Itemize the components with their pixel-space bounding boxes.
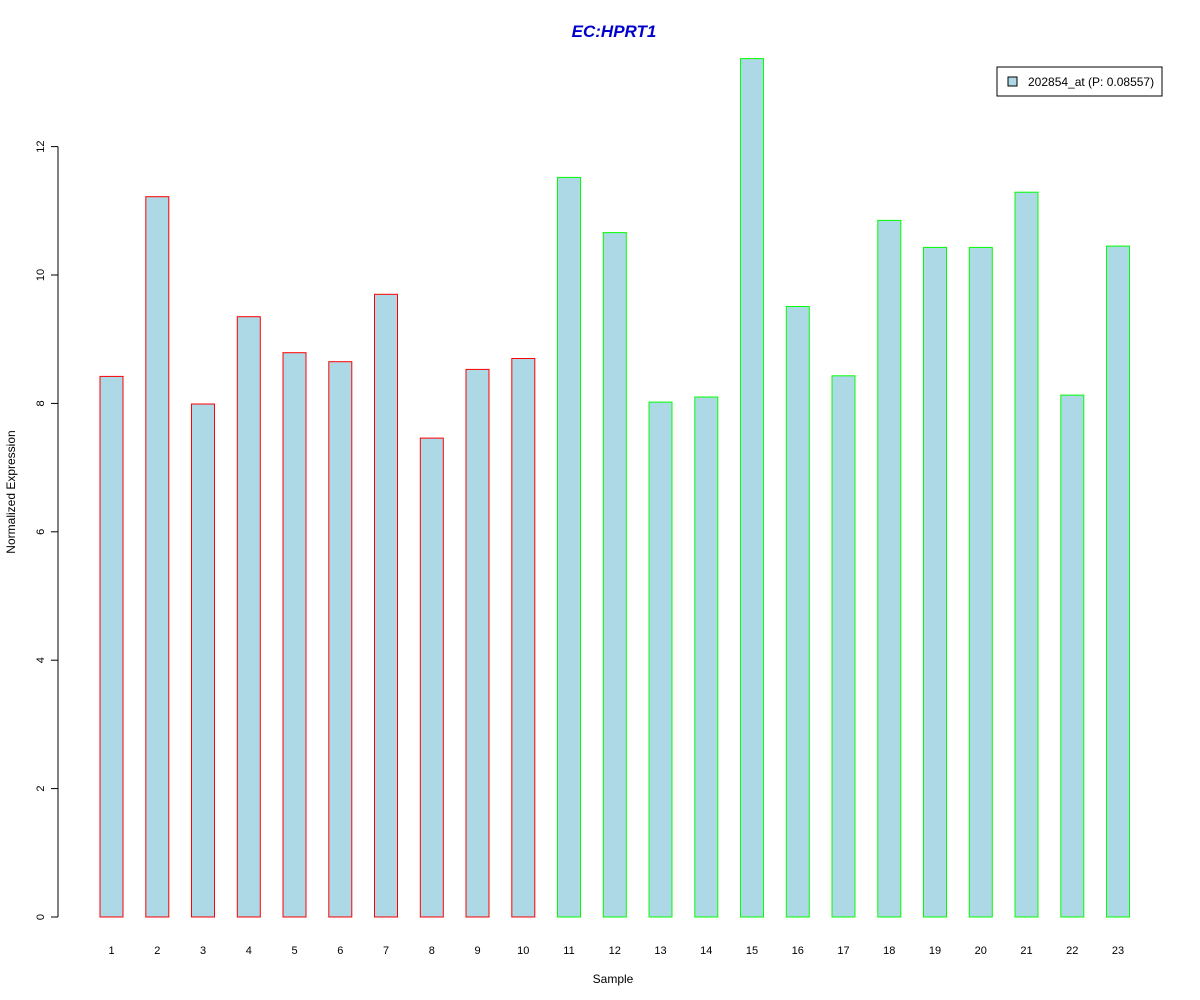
- bar-sample-16: [785, 306, 810, 918]
- legend: 202854_at (P: 0.08557): [996, 66, 1163, 97]
- bar-sample-21: [1014, 191, 1039, 918]
- bar-sample-3: [191, 403, 215, 918]
- bar-sample-7: [374, 293, 398, 918]
- x-tick-label: 9: [474, 945, 480, 957]
- bar-sample-20: [968, 246, 993, 918]
- x-tick-label: 1: [108, 945, 114, 957]
- x-tick-label: 5: [291, 945, 297, 957]
- y-tick-label: 10: [35, 269, 47, 281]
- y-tick-label: 12: [35, 140, 47, 152]
- bar-sample-10: [511, 358, 536, 918]
- x-tick-label: 3: [200, 945, 206, 957]
- x-tick-label: 17: [837, 945, 849, 957]
- bar-sample-4: [236, 316, 261, 918]
- x-tick-label: 6: [337, 945, 343, 957]
- bar-sample-14: [694, 396, 719, 918]
- legend-box: [996, 66, 1163, 97]
- x-tick-label: 16: [792, 945, 804, 957]
- x-tick-label: 8: [429, 945, 435, 957]
- bar-sample-1: [99, 375, 124, 918]
- x-tick-label: 14: [700, 945, 712, 957]
- x-tick-label: 15: [746, 945, 758, 957]
- legend-swatch: [1007, 76, 1018, 87]
- x-tick-label: 11: [563, 945, 574, 957]
- y-tick-label: 0: [35, 914, 47, 920]
- x-tick-label: 19: [929, 945, 941, 957]
- x-tick-label: 2: [154, 945, 160, 957]
- x-tick-label: 18: [883, 945, 895, 957]
- x-tick-label: 4: [246, 945, 252, 957]
- x-tick-label: 12: [609, 945, 621, 957]
- x-tick-label: 22: [1066, 945, 1078, 957]
- x-tick-label: 20: [975, 945, 987, 957]
- bar-sample-18: [877, 219, 902, 918]
- bar-sample-15: [740, 58, 764, 918]
- x-tick-labels: 1 2 3 4 5 6 7 8 9 10 11 12 13 14 15 16 17 18 19 20 21 22 23: [108, 945, 1124, 957]
- x-tick-label: 21: [1020, 945, 1032, 957]
- x-tick-label: 23: [1112, 945, 1124, 957]
- bar-sample-22: [1060, 394, 1085, 918]
- bar-sample-2: [145, 196, 170, 918]
- y-tick-label: 2: [35, 786, 47, 792]
- chart-title: EC:HPRT1: [572, 22, 657, 41]
- bars: [99, 58, 1130, 918]
- bar-sample-12: [602, 232, 627, 918]
- y-tick-label: 6: [35, 529, 47, 535]
- x-axis-label: Sample: [593, 972, 634, 986]
- y-tick-label: 4: [35, 657, 47, 663]
- bar-sample-5: [282, 352, 307, 918]
- bar-sample-19: [923, 246, 947, 918]
- y-axis-label: Normalized Expression: [4, 430, 18, 553]
- y-axis: 0 2 4 6 8 10 12: [35, 140, 59, 920]
- bar-sample-11: [557, 176, 581, 918]
- bar-sample-17: [831, 375, 856, 918]
- bar-sample-23: [1106, 245, 1130, 918]
- bar-sample-9: [465, 368, 490, 918]
- bar-sample-13: [648, 401, 673, 918]
- x-tick-label: 13: [654, 945, 666, 957]
- bar-sample-6: [328, 361, 353, 918]
- bar-sample-8: [419, 437, 444, 918]
- y-tick-label: 8: [35, 400, 47, 406]
- x-tick-label: 7: [383, 945, 389, 957]
- legend-entry: 202854_at (P: 0.08557): [1028, 75, 1154, 89]
- x-tick-label: 10: [517, 945, 529, 957]
